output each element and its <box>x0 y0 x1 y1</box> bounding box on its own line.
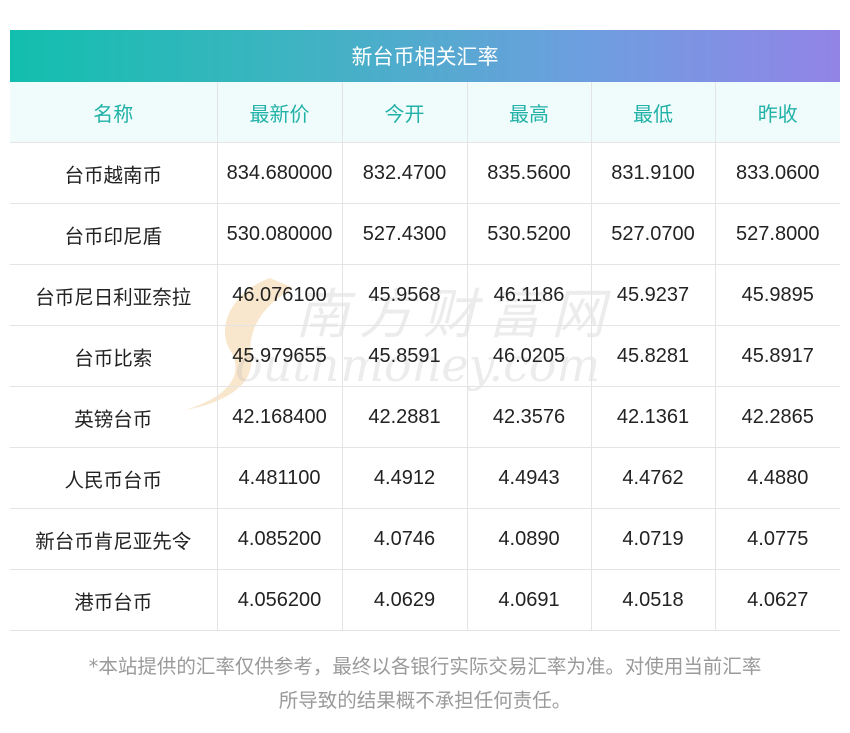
table-row: 人民币台币 4.481100 4.4912 4.4943 4.4762 4.48… <box>10 447 840 509</box>
prev-close-price: 4.0775 <box>715 508 840 570</box>
open-price: 45.9568 <box>342 264 468 326</box>
currency-pair-name: 港币台币 <box>10 569 218 631</box>
disclaimer-line-2: 所导致的结果概不承担任何责任。 <box>278 689 572 712</box>
table-row: 英镑台币 42.168400 42.2881 42.3576 42.1361 4… <box>10 386 840 448</box>
low-price: 45.9237 <box>591 264 716 326</box>
high-price: 42.3576 <box>467 386 592 448</box>
prev-close-price: 4.0627 <box>715 569 840 631</box>
table-row: 台币印尼盾 530.080000 527.4300 530.5200 527.0… <box>10 203 840 265</box>
disclaimer-line-1: *本站提供的汇率仅供参考，最终以各银行实际交易汇率为准。对使用当前汇率 <box>88 655 762 678</box>
high-price: 46.1186 <box>467 264 592 326</box>
prev-close-price: 42.2865 <box>715 386 840 448</box>
prev-close-price: 45.9895 <box>715 264 840 326</box>
prev-close-price: 527.8000 <box>715 203 840 265</box>
column-header-prev-close: 昨收 <box>715 82 840 143</box>
low-price: 4.0518 <box>591 569 716 631</box>
table-title: 新台币相关汇率 <box>10 30 840 82</box>
currency-pair-name: 台币印尼盾 <box>10 203 218 265</box>
high-price: 46.0205 <box>467 325 592 387</box>
column-header-low: 最低 <box>591 82 716 143</box>
low-price: 42.1361 <box>591 386 716 448</box>
open-price: 527.4300 <box>342 203 468 265</box>
table-row: 台币尼日利亚奈拉 46.076100 45.9568 46.1186 45.92… <box>10 264 840 326</box>
open-price: 4.0629 <box>342 569 468 631</box>
low-price: 4.4762 <box>591 447 716 509</box>
low-price: 45.8281 <box>591 325 716 387</box>
open-price: 4.0746 <box>342 508 468 570</box>
table-header-row: 名称 最新价 今开 最高 最低 昨收 <box>10 82 840 143</box>
prev-close-price: 4.4880 <box>715 447 840 509</box>
column-header-latest: 最新价 <box>217 82 343 143</box>
high-price: 4.0691 <box>467 569 592 631</box>
latest-price: 834.680000 <box>217 142 343 204</box>
disclaimer: *本站提供的汇率仅供参考，最终以各银行实际交易汇率为准。对使用当前汇率 所导致的… <box>10 650 840 718</box>
prev-close-price: 833.0600 <box>715 142 840 204</box>
currency-pair-name: 新台币肯尼亚先令 <box>10 508 218 570</box>
open-price: 42.2881 <box>342 386 468 448</box>
currency-pair-name: 台币尼日利亚奈拉 <box>10 264 218 326</box>
latest-price: 45.979655 <box>217 325 343 387</box>
currency-pair-name: 人民币台币 <box>10 447 218 509</box>
latest-price: 42.168400 <box>217 386 343 448</box>
high-price: 4.4943 <box>467 447 592 509</box>
low-price: 527.0700 <box>591 203 716 265</box>
currency-pair-name: 台币比索 <box>10 325 218 387</box>
latest-price: 4.056200 <box>217 569 343 631</box>
open-price: 4.4912 <box>342 447 468 509</box>
table-row: 台币越南币 834.680000 832.4700 835.5600 831.9… <box>10 142 840 204</box>
column-header-name: 名称 <box>10 82 218 143</box>
column-header-high: 最高 <box>467 82 592 143</box>
table-row: 新台币肯尼亚先令 4.085200 4.0746 4.0890 4.0719 4… <box>10 508 840 570</box>
open-price: 832.4700 <box>342 142 468 204</box>
low-price: 831.9100 <box>591 142 716 204</box>
rates-table: 名称 最新价 今开 最高 最低 昨收 台币越南币 834.680000 832.… <box>10 82 840 631</box>
currency-pair-name: 台币越南币 <box>10 142 218 204</box>
high-price: 530.5200 <box>467 203 592 265</box>
latest-price: 4.481100 <box>217 447 343 509</box>
prev-close-price: 45.8917 <box>715 325 840 387</box>
open-price: 45.8591 <box>342 325 468 387</box>
high-price: 835.5600 <box>467 142 592 204</box>
table-row: 港币台币 4.056200 4.0629 4.0691 4.0518 4.062… <box>10 569 840 631</box>
latest-price: 4.085200 <box>217 508 343 570</box>
high-price: 4.0890 <box>467 508 592 570</box>
low-price: 4.0719 <box>591 508 716 570</box>
currency-pair-name: 英镑台币 <box>10 386 218 448</box>
latest-price: 530.080000 <box>217 203 343 265</box>
latest-price: 46.076100 <box>217 264 343 326</box>
column-header-open: 今开 <box>342 82 468 143</box>
table-row: 台币比索 45.979655 45.8591 46.0205 45.8281 4… <box>10 325 840 387</box>
